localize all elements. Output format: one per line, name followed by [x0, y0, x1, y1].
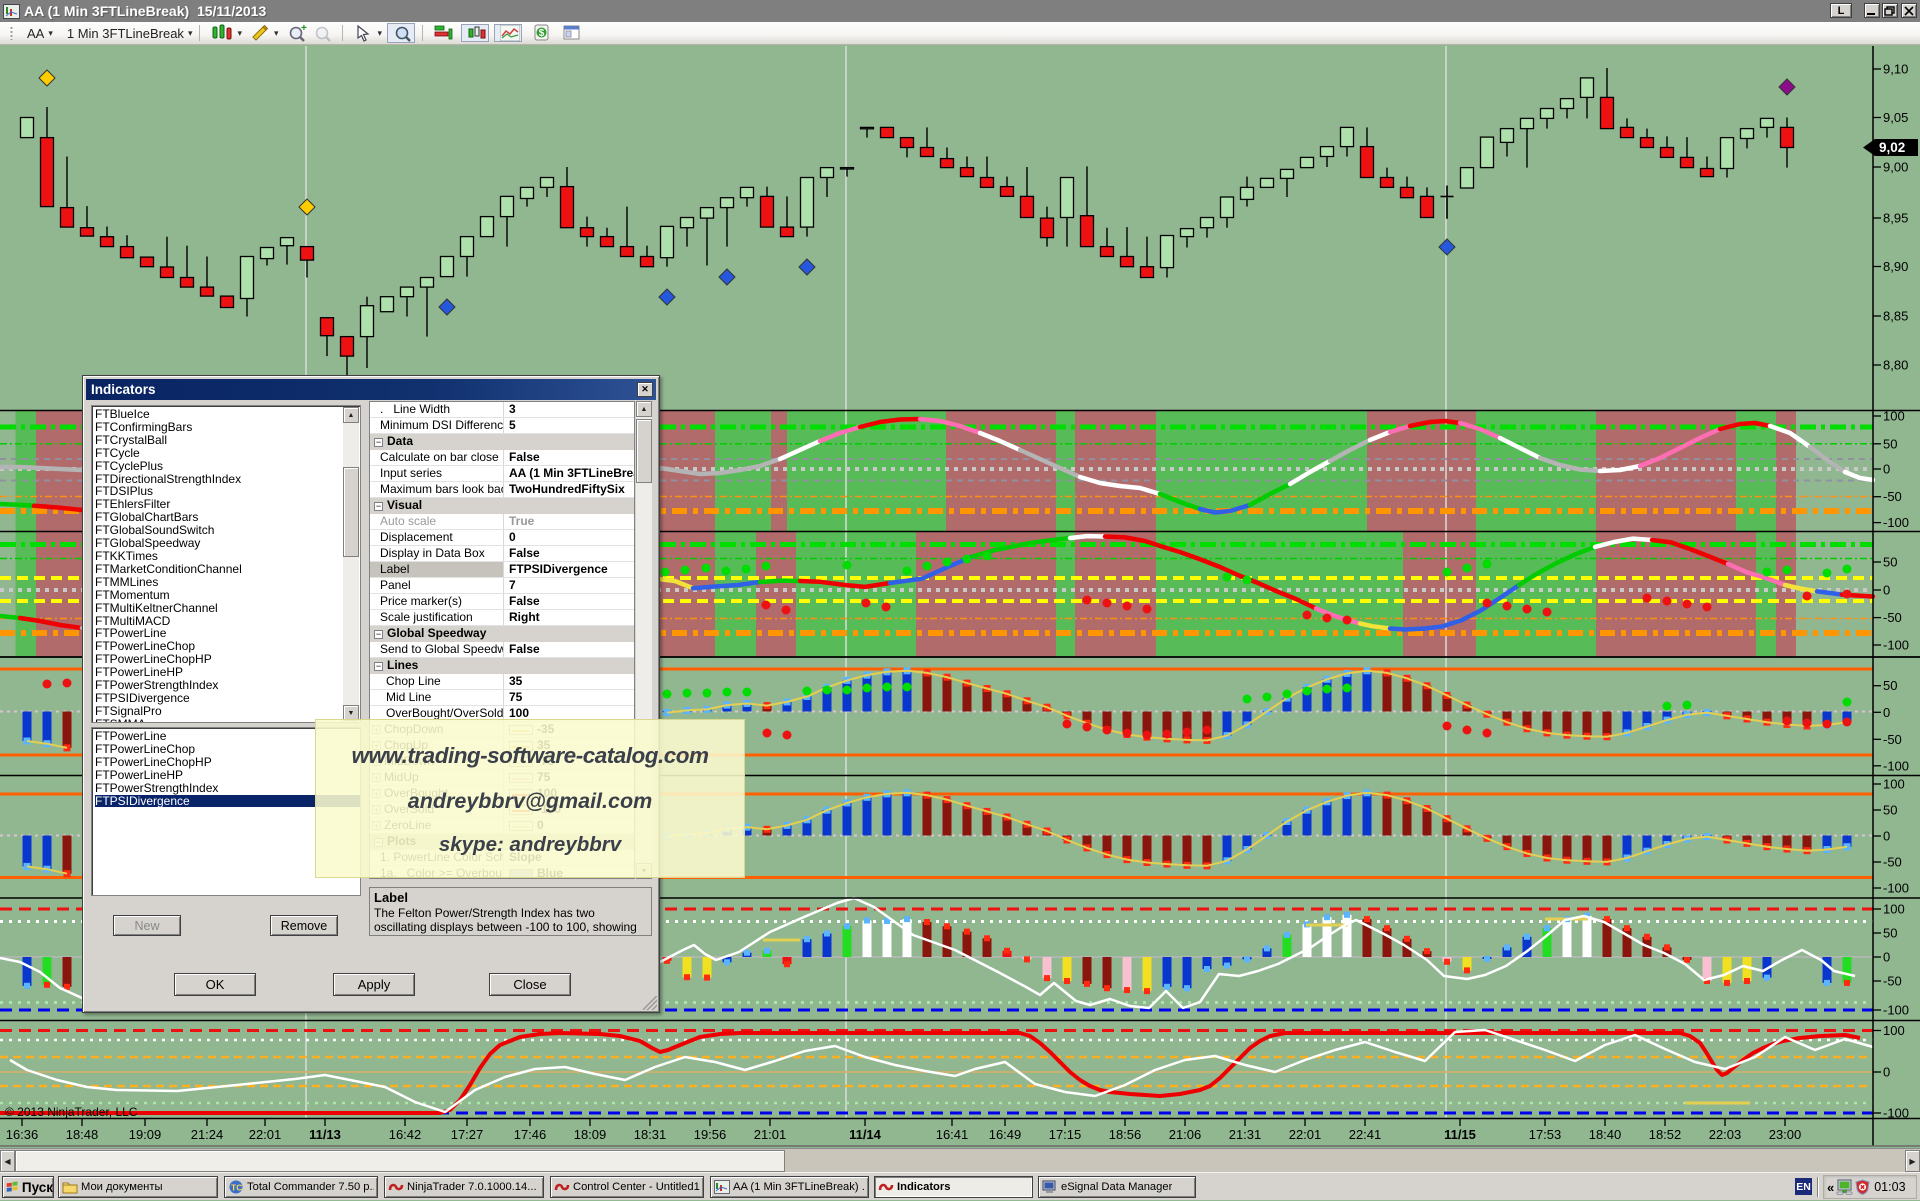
svg-text:0: 0	[1883, 829, 1890, 844]
svg-text:50: 50	[1883, 555, 1897, 570]
svg-text:18:48: 18:48	[66, 1127, 99, 1142]
svg-text:© 2013 NinjaTrader, LLC: © 2013 NinjaTrader, LLC	[5, 1105, 138, 1119]
svg-text:8,80: 8,80	[1883, 358, 1908, 373]
svg-text:-100: -100	[1883, 515, 1909, 530]
svg-text:23:00: 23:00	[1769, 1127, 1802, 1142]
svg-text:17:53: 17:53	[1529, 1127, 1562, 1142]
svg-text:19:56: 19:56	[694, 1127, 727, 1142]
svg-text:22:01: 22:01	[1289, 1127, 1322, 1142]
svg-text:21:06: 21:06	[1169, 1127, 1202, 1142]
svg-text:18:40: 18:40	[1589, 1127, 1622, 1142]
svg-text:17:27: 17:27	[451, 1127, 484, 1142]
svg-text:50: 50	[1883, 436, 1897, 451]
svg-text:19:09: 19:09	[129, 1127, 162, 1142]
svg-text:16:49: 16:49	[989, 1127, 1022, 1142]
svg-text:11/13: 11/13	[309, 1127, 341, 1142]
svg-text:8,95: 8,95	[1883, 211, 1908, 226]
svg-text:0: 0	[1883, 705, 1890, 720]
svg-text:0: 0	[1883, 583, 1890, 598]
svg-text:9,02: 9,02	[1879, 140, 1905, 155]
svg-text:21:31: 21:31	[1229, 1127, 1262, 1142]
svg-text:17:15: 17:15	[1049, 1127, 1082, 1142]
svg-text:8,85: 8,85	[1883, 309, 1908, 324]
svg-text:18:31: 18:31	[634, 1127, 667, 1142]
svg-text:50: 50	[1883, 803, 1897, 818]
svg-text:18:56: 18:56	[1109, 1127, 1142, 1142]
svg-text:21:24: 21:24	[191, 1127, 224, 1142]
svg-text:22:03: 22:03	[1709, 1127, 1742, 1142]
svg-text:-100: -100	[1883, 1003, 1909, 1018]
svg-text:0: 0	[1883, 462, 1890, 477]
svg-text:-50: -50	[1883, 610, 1902, 625]
svg-text:11/15: 11/15	[1444, 1127, 1476, 1142]
svg-text:18:09: 18:09	[574, 1127, 607, 1142]
svg-text:-50: -50	[1883, 855, 1902, 870]
svg-text:-100: -100	[1883, 1106, 1909, 1121]
svg-text:$: $	[539, 28, 545, 39]
svg-text:11/14: 11/14	[849, 1127, 882, 1142]
svg-text:100: 100	[1883, 777, 1905, 792]
svg-text:-100: -100	[1883, 638, 1909, 653]
svg-text:0: 0	[1883, 950, 1890, 965]
svg-text:21:01: 21:01	[754, 1127, 787, 1142]
svg-text:-50: -50	[1883, 974, 1902, 989]
svg-text:9,00: 9,00	[1883, 160, 1908, 175]
svg-text:16:36: 16:36	[6, 1127, 39, 1142]
svg-text:-50: -50	[1883, 732, 1902, 747]
svg-text:100: 100	[1883, 409, 1905, 424]
svg-text:100: 100	[1883, 902, 1905, 917]
svg-text:16:42: 16:42	[389, 1127, 422, 1142]
svg-text:9,10: 9,10	[1883, 62, 1908, 77]
svg-text:22:01: 22:01	[249, 1127, 282, 1142]
svg-text:0: 0	[1883, 1065, 1890, 1080]
svg-text:-50: -50	[1883, 489, 1902, 504]
svg-text:50: 50	[1883, 678, 1897, 693]
svg-text:+: +	[301, 23, 307, 34]
svg-text:8,90: 8,90	[1883, 259, 1908, 274]
svg-text:22:41: 22:41	[1349, 1127, 1382, 1142]
svg-text:-100: -100	[1883, 758, 1909, 773]
svg-text:50: 50	[1883, 926, 1897, 941]
svg-text:18:52: 18:52	[1649, 1127, 1682, 1142]
svg-text:9,05: 9,05	[1883, 110, 1908, 125]
svg-text:16:41: 16:41	[936, 1127, 969, 1142]
svg-text:100: 100	[1883, 1023, 1905, 1038]
svg-text:-100: -100	[1883, 881, 1909, 896]
svg-text:17:46: 17:46	[514, 1127, 547, 1142]
svg-text:TC: TC	[231, 1183, 242, 1193]
